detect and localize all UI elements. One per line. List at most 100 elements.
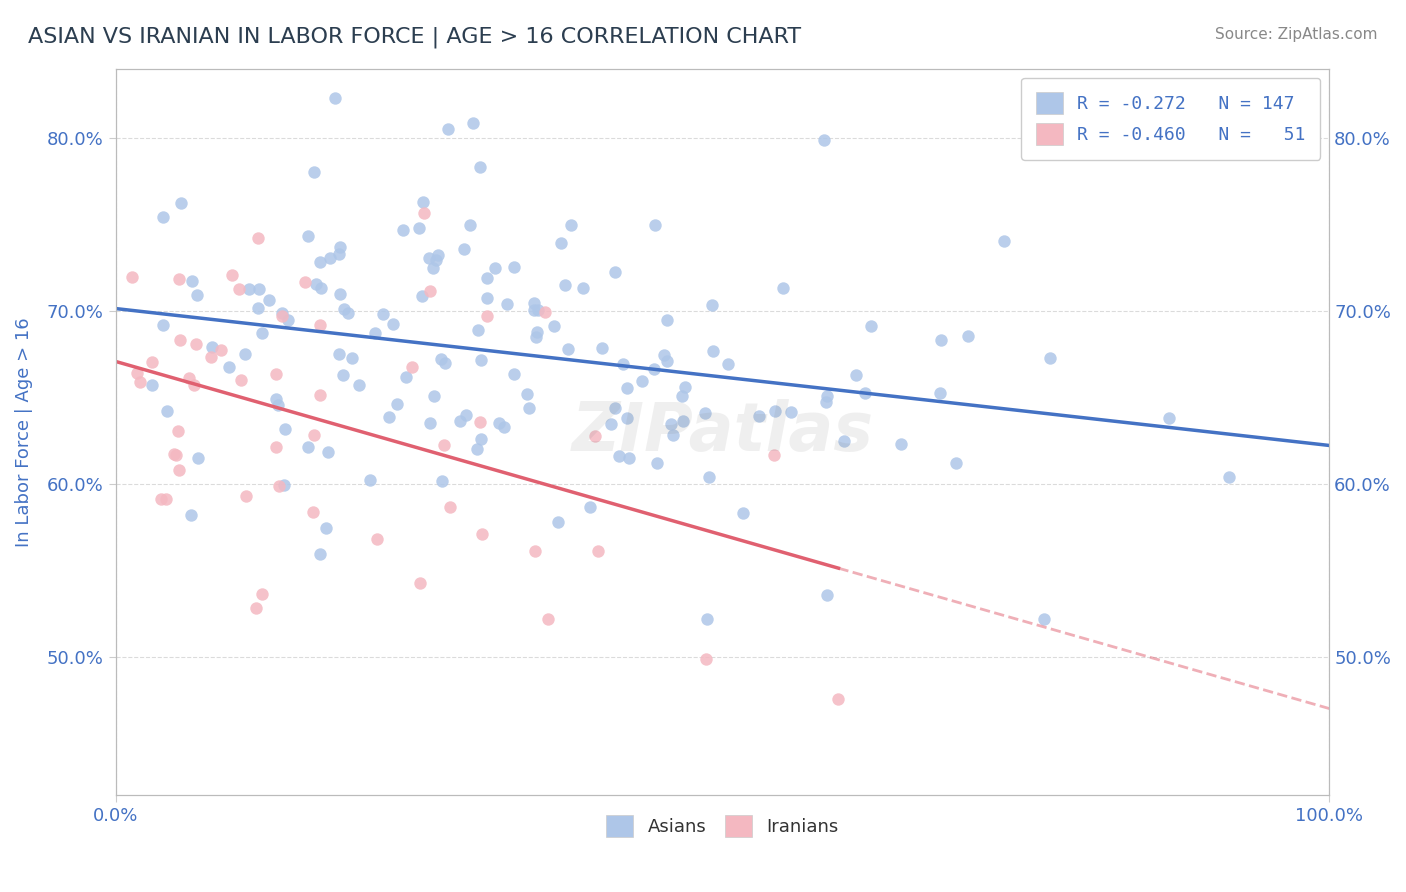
Point [305, 277, 328, 292]
Point [302, 505, 325, 519]
Point [439, 500, 461, 515]
Point [453, 242, 475, 256]
Point [693, 406, 716, 420]
Point [523, 303, 546, 318]
Point [141, 378, 163, 392]
Point [359, 473, 381, 487]
Point [408, 221, 430, 235]
Point [221, 268, 243, 283]
Point [655, 354, 678, 368]
Point [250, 326, 273, 340]
Point [328, 247, 350, 261]
Point [471, 527, 494, 541]
Point [347, 377, 370, 392]
Point [644, 218, 666, 232]
Point [264, 367, 287, 381]
Point [411, 289, 433, 303]
Point [702, 297, 724, 311]
Point [814, 394, 837, 409]
Point [315, 521, 337, 535]
Point [859, 318, 882, 333]
Point [461, 115, 484, 129]
Point [381, 318, 404, 332]
Point [748, 409, 770, 424]
Point [186, 288, 208, 302]
Point [643, 361, 665, 376]
Point [238, 282, 260, 296]
Point [717, 357, 740, 371]
Point [432, 474, 454, 488]
Point [229, 373, 252, 387]
Point [475, 291, 498, 305]
Point [163, 447, 186, 461]
Point [470, 432, 492, 446]
Point [233, 347, 256, 361]
Point [169, 463, 191, 477]
Point [228, 282, 250, 296]
Point [586, 543, 609, 558]
Point [488, 416, 510, 430]
Point [931, 334, 953, 348]
Point [779, 404, 801, 418]
Point [277, 313, 299, 327]
Point [152, 318, 174, 333]
Point [127, 366, 149, 380]
Point [426, 248, 449, 262]
Point [294, 275, 316, 289]
Point [333, 302, 356, 317]
Point [619, 450, 641, 465]
Point [342, 351, 364, 365]
Point [186, 337, 208, 351]
Point [412, 195, 434, 210]
Point [429, 351, 451, 366]
Point [659, 417, 682, 431]
Point [336, 306, 359, 320]
Point [817, 389, 839, 403]
Point [458, 218, 481, 232]
Point [671, 389, 693, 403]
Point [702, 343, 724, 358]
Point [557, 342, 579, 356]
Point [329, 287, 352, 301]
Point [572, 281, 595, 295]
Point [385, 397, 408, 411]
Point [652, 348, 675, 362]
Point [364, 326, 387, 341]
Point [235, 490, 257, 504]
Point [468, 415, 491, 429]
Point [523, 544, 546, 558]
Point [308, 547, 330, 561]
Point [177, 371, 200, 385]
Point [302, 428, 325, 442]
Point [150, 492, 173, 507]
Point [522, 295, 544, 310]
Point [422, 261, 444, 276]
Text: ASIAN VS IRANIAN IN LABOR FORCE | AGE > 16 CORRELATION CHART: ASIAN VS IRANIAN IN LABOR FORCE | AGE > … [28, 27, 801, 48]
Point [169, 333, 191, 347]
Point [534, 304, 557, 318]
Point [524, 330, 547, 344]
Point [1039, 351, 1062, 365]
Point [695, 652, 717, 666]
Point [502, 260, 524, 275]
Text: Source: ZipAtlas.com: Source: ZipAtlas.com [1215, 27, 1378, 42]
Point [467, 323, 489, 337]
Point [433, 438, 456, 452]
Point [309, 387, 332, 401]
Point [319, 251, 342, 265]
Point [180, 508, 202, 523]
Point [1157, 411, 1180, 425]
Point [271, 306, 294, 320]
Point [297, 229, 319, 244]
Point [468, 161, 491, 175]
Point [425, 253, 447, 268]
Point [156, 404, 179, 418]
Point [297, 440, 319, 454]
Point [815, 588, 838, 602]
Point [437, 122, 460, 136]
Point [470, 353, 492, 368]
Point [673, 380, 696, 394]
Point [655, 312, 678, 326]
Point [246, 231, 269, 245]
Point [612, 357, 634, 371]
